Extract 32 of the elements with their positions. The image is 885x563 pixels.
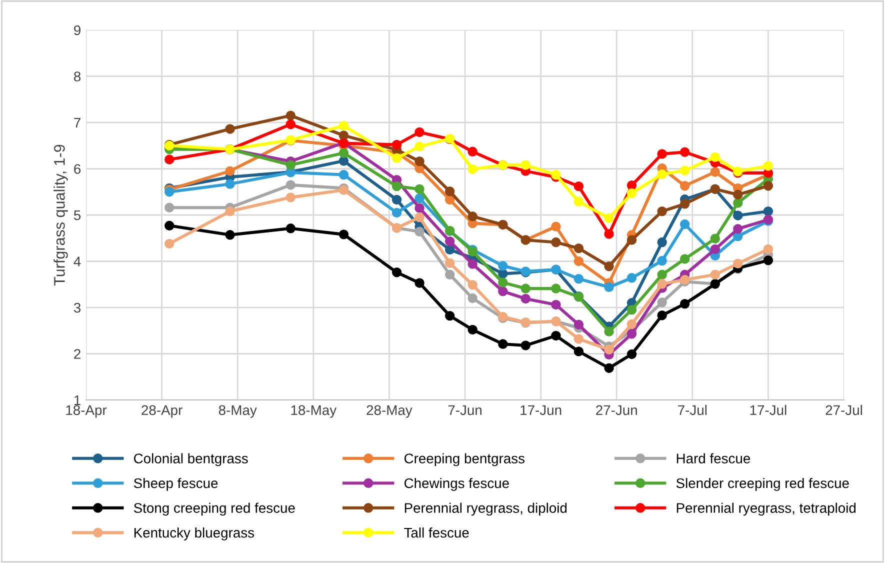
y-tick-label: 2 (74, 349, 80, 359)
y-tick-label: 6 (74, 164, 81, 174)
x-tick-label: 17-Jun (520, 405, 562, 416)
y-tick-label: 7 (74, 118, 80, 128)
legend-label: Tall fescue (404, 527, 469, 538)
x-tick-label: 7-Jul (678, 404, 707, 416)
x-tick-label: 27-Jul (826, 404, 862, 416)
legend-label: Kentucky bluegrass (134, 527, 254, 540)
y-axis-title: Turfgrass quality, 1-9 (54, 144, 68, 286)
y-tick-label: 1 (74, 395, 80, 406)
y-tick-label: 8 (74, 72, 81, 82)
legend-label: Perennial ryegrass, tetraploid (676, 502, 856, 516)
x-tick-label: 27-Jun (596, 405, 637, 416)
x-tick-label: 18-May (291, 405, 337, 418)
legend-label: Slender creeping red fescue (676, 478, 849, 491)
legend-label: Hard fescue (676, 453, 750, 464)
x-tick-label: 8-May (218, 405, 257, 418)
legend-label: Colonial bentgrass (134, 453, 248, 466)
x-tick-label: 28-May (366, 405, 412, 418)
legend-label: Stong creeping red fescue (134, 502, 295, 516)
x-tick-label: 28-Apr (142, 405, 182, 418)
x-tick-label: 17-Jul (750, 404, 786, 416)
legend-label: Perennial ryegrass, diploid (404, 502, 567, 516)
y-tick-label: 3 (74, 302, 81, 313)
legend-label: Sheep fescue (134, 478, 218, 491)
x-tick-label: 7-Jun (448, 405, 482, 416)
legend-label: Creeping bentgrass (404, 453, 524, 466)
y-tick-label: 9 (74, 25, 80, 36)
x-tick-label: 18-Apr (66, 405, 107, 418)
legend-label: Chewings fescue (404, 478, 509, 491)
y-tick-label: 4 (74, 256, 81, 266)
y-tick-label: 5 (74, 210, 81, 220)
